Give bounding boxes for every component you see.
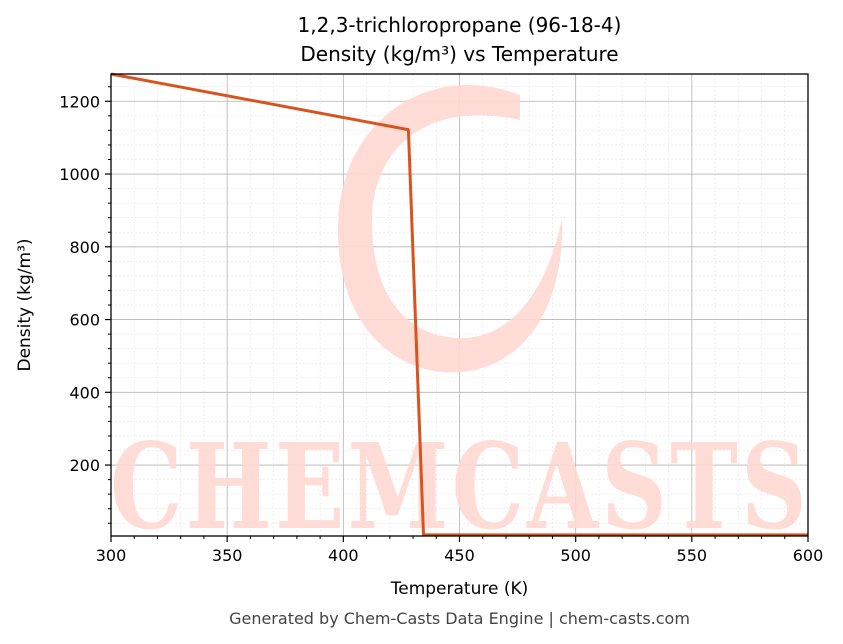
density-series-line xyxy=(110,72,808,537)
y-tick-labels: 200 400 600 800 1000 1200 xyxy=(59,92,100,475)
y-tick-label: 1000 xyxy=(59,165,100,184)
x-tick-label: 300 xyxy=(96,546,127,565)
plot-frame xyxy=(110,73,809,537)
x-axis-label: Temperature (K) xyxy=(390,579,529,599)
x-tick-label: 550 xyxy=(677,546,708,565)
watermark-text: CHEMCASTS xyxy=(110,417,810,556)
footer-credit: Generated by Chem-Casts Data Engine | ch… xyxy=(229,609,690,628)
y-tick-label: 600 xyxy=(69,311,100,330)
y-tick-label: 200 xyxy=(69,456,100,475)
x-tick-labels: 300 350 400 450 500 550 600 xyxy=(96,546,824,565)
y-axis-label: Density (kg/m³) xyxy=(15,238,35,371)
y-tick-label: 1200 xyxy=(59,92,100,111)
y-tick-label: 400 xyxy=(69,383,100,402)
x-tick-label: 600 xyxy=(793,546,824,565)
x-tick-label: 350 xyxy=(212,546,243,565)
watermark-logo: CHEMCASTS xyxy=(110,84,810,556)
y-tick-label: 800 xyxy=(69,238,100,257)
chart-subtitle: Density (kg/m³) vs Temperature xyxy=(300,42,618,66)
series-layer xyxy=(110,72,808,537)
x-tick-label: 500 xyxy=(560,546,591,565)
x-tick-label: 400 xyxy=(328,546,359,565)
chart-title: 1,2,3-trichloropropane (96-18-4) xyxy=(298,13,622,37)
x-tick-label: 450 xyxy=(444,546,475,565)
